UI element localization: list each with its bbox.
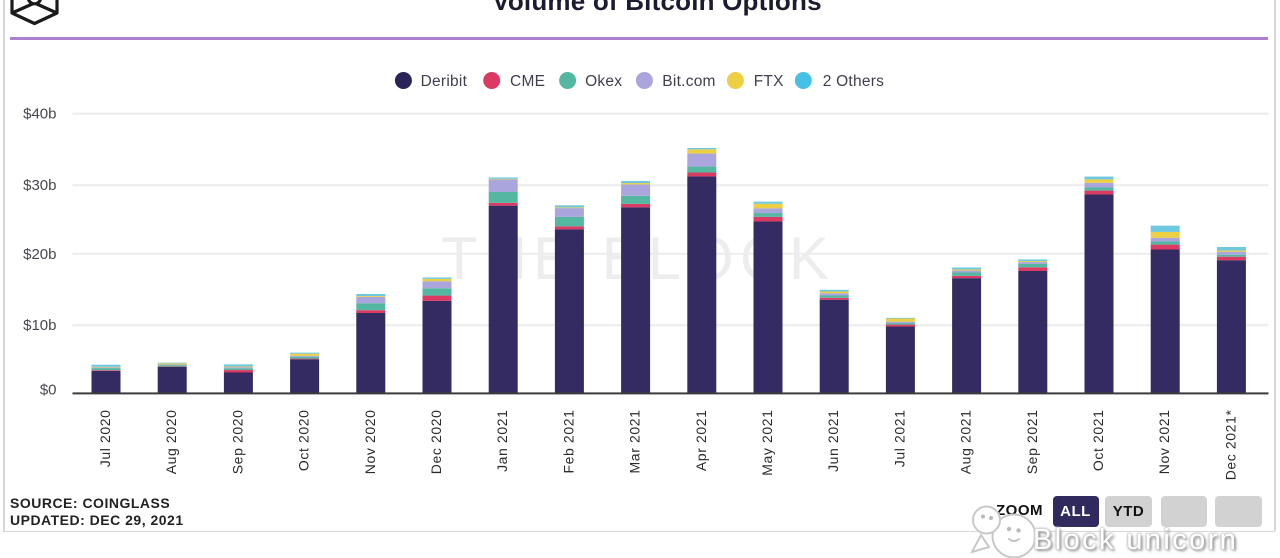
svg-text:Aug 2020: Aug 2020 (163, 410, 179, 475)
svg-text:$0: $0 (40, 382, 57, 399)
svg-text:Mar 2021: Mar 2021 (627, 410, 643, 474)
svg-text:CME: CME (510, 73, 545, 90)
svg-text:FTX: FTX (754, 73, 784, 90)
svg-text:$10b: $10b (23, 317, 56, 334)
svg-text:Feb 2021: Feb 2021 (560, 410, 576, 474)
svg-text:$40b: $40b (23, 106, 56, 123)
svg-text:Oct 2021: Oct 2021 (1090, 410, 1106, 472)
svg-text:Jul 2021: Jul 2021 (891, 410, 907, 468)
svg-text:Dec 2021*: Dec 2021* (1222, 410, 1238, 481)
svg-text:Nov 2020: Nov 2020 (362, 410, 378, 475)
svg-text:2 Others: 2 Others (823, 73, 884, 90)
svg-text:Bit.com: Bit.com (662, 73, 715, 90)
svg-text:Apr 2021: Apr 2021 (693, 410, 709, 472)
svg-text:Volume of Bitcoin Options: Volume of Bitcoin Options (492, 0, 822, 16)
svg-text:Aug 2021: Aug 2021 (958, 410, 974, 475)
svg-text:Jun 2021: Jun 2021 (825, 410, 841, 472)
svg-text:Dec 2020: Dec 2020 (428, 410, 444, 475)
svg-text:Sep 2020: Sep 2020 (229, 410, 245, 475)
svg-text:Deribit: Deribit (421, 73, 468, 90)
svg-text:Okex: Okex (585, 73, 622, 90)
svg-text:Jan 2021: Jan 2021 (494, 410, 510, 472)
svg-text:$20b: $20b (23, 246, 56, 263)
svg-text:May 2021: May 2021 (759, 410, 775, 476)
svg-text:$30b: $30b (23, 177, 56, 194)
svg-text:Oct 2020: Oct 2020 (296, 410, 312, 472)
svg-text:Sep 2021: Sep 2021 (1024, 410, 1040, 475)
svg-text:Jul 2020: Jul 2020 (97, 410, 113, 468)
svg-text:Nov 2021: Nov 2021 (1156, 410, 1172, 475)
